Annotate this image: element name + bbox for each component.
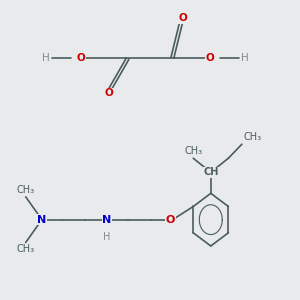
Text: CH: CH (203, 167, 218, 177)
Text: N: N (102, 215, 111, 225)
Text: CH₃: CH₃ (243, 133, 261, 142)
Text: CH₃: CH₃ (16, 244, 35, 254)
Text: O: O (166, 215, 175, 225)
Text: O: O (104, 88, 113, 98)
Text: CH₃: CH₃ (16, 185, 35, 195)
Text: H: H (241, 53, 249, 63)
Text: H: H (42, 53, 50, 63)
Text: O: O (206, 53, 214, 63)
Text: O: O (178, 13, 187, 23)
Text: CH₃: CH₃ (184, 146, 202, 157)
Text: H: H (103, 232, 110, 242)
Text: O: O (77, 53, 85, 63)
Text: N: N (37, 215, 46, 225)
